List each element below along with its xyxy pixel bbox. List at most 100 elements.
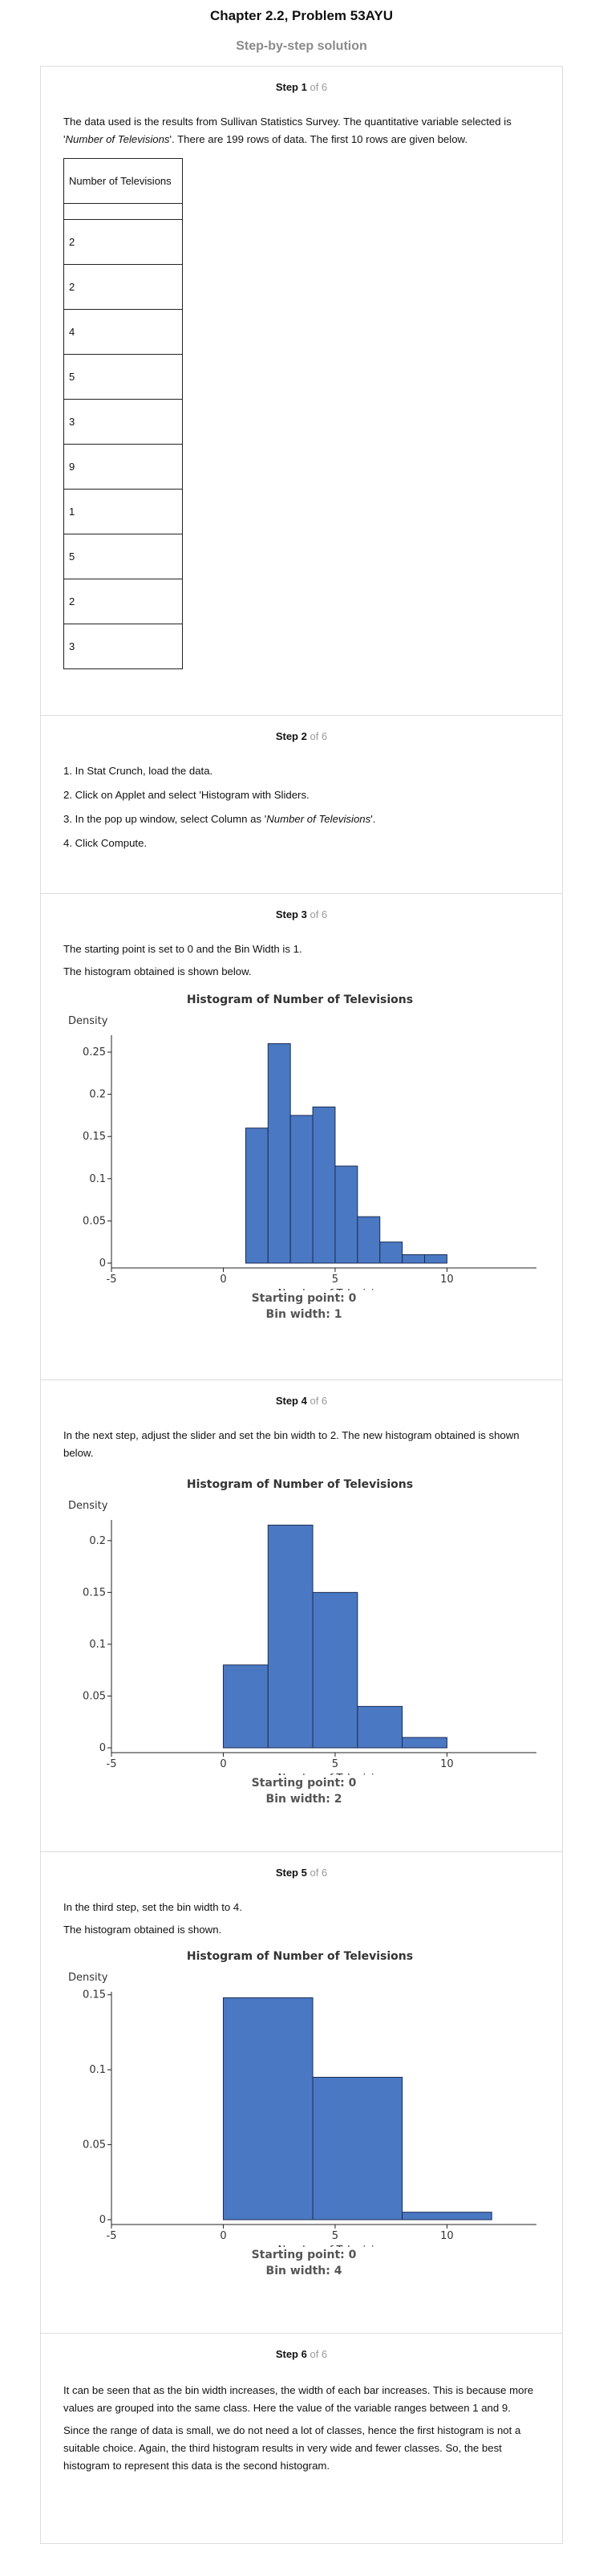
step-count: of 6	[310, 908, 328, 920]
starting-point-label: Starting point: 0	[251, 1777, 357, 1790]
x-tick-label: 5	[332, 1274, 338, 1286]
histogram-bar	[424, 1253, 447, 1264]
y-tick-label: 0.15	[83, 1989, 106, 2001]
histogram-svg: Histogram of Number of Televisions Densit…	[68, 1950, 536, 2247]
step-label: Step 4	[275, 1395, 307, 1407]
histogram-bar	[357, 1216, 381, 1264]
histogram-bar	[379, 1241, 403, 1264]
step-1-intro: The data used is the results from Sulliv…	[63, 113, 540, 148]
x-axis-label: Number of Televisions	[277, 2245, 392, 2247]
step-5-card: Step 5 of 6 In the third step, set the b…	[40, 1852, 563, 2334]
step-label: Step 6	[275, 2348, 307, 2360]
page-subtitle: Step-by-step solution	[236, 39, 367, 53]
step-label: Step 3	[275, 908, 307, 920]
y-tick-label: 0.1	[89, 2064, 106, 2076]
bin-width-label: Bin width: 1	[265, 1308, 342, 1321]
step-count: of 6	[310, 81, 328, 93]
step-text: The histogram obtained is shown below.	[63, 965, 252, 977]
step-label: Step 2	[275, 730, 307, 742]
histogram-bar	[312, 1106, 336, 1264]
table-row: 2	[63, 219, 183, 265]
table-header-row: Number of Televisions	[63, 158, 183, 204]
histogram-bar	[267, 1524, 314, 1749]
y-axis-label: Density	[68, 1972, 108, 1984]
starting-point-label: Starting point: 0	[251, 1292, 357, 1305]
variable-name: Number of Televisions	[266, 813, 371, 825]
x-tick-label: 10	[440, 1758, 454, 1770]
list-item: 1. In Stat Crunch, load the data.	[63, 765, 213, 777]
conclusion-paragraph: It can be seen that as the bin width inc…	[63, 2384, 534, 2414]
step-5-heading: Step 5 of 6	[41, 1852, 562, 1883]
y-tick-label: 0	[99, 1742, 106, 1754]
histogram-bar	[312, 2077, 403, 2220]
step-4-heading: Step 4 of 6	[41, 1380, 562, 1411]
x-tick-label: 5	[332, 1758, 338, 1770]
chart-title: Histogram of Number of Televisions	[187, 1950, 413, 1963]
histogram-chart: Histogram of Number of Televisions Densit…	[63, 985, 562, 1323]
step-3-heading: Step 3 of 6	[41, 894, 562, 924]
table-row: 3	[63, 624, 183, 669]
starting-point-label: Starting point: 0	[251, 2249, 357, 2261]
intro-text: The data used is the results from Sulliv…	[63, 116, 512, 145]
conclusion-paragraph: Since the range of data is small, we do …	[63, 2424, 521, 2472]
table-cell: 4	[63, 309, 183, 355]
table-cell: 2	[63, 264, 183, 310]
histogram-bar	[222, 1664, 269, 1749]
y-axis-label: Density	[68, 1500, 108, 1512]
data-table: Number of Televisions 2 2 4 5 3 9 1 5 2 …	[63, 158, 183, 669]
histogram-bar	[334, 1165, 358, 1264]
histogram-bar	[222, 1997, 314, 2220]
step-6-card: Step 6 of 6 It can be seen that as the b…	[40, 2334, 563, 2544]
table-row: 5	[63, 534, 183, 579]
step-label: Step 5	[275, 1867, 307, 1879]
y-tick-label: 0.05	[83, 1215, 106, 1227]
variable-name: Number of Televisions	[65, 133, 170, 145]
step-2-card: Step 2 of 6 1. In Stat Crunch, load the …	[40, 716, 563, 894]
x-axis-label: Number of Televisions	[277, 1288, 392, 1290]
step-count: of 6	[310, 730, 328, 742]
y-tick-label: 0.15	[83, 1587, 106, 1599]
histogram-bar	[357, 1705, 403, 1749]
table-row: 4	[63, 309, 183, 355]
step-text: The starting point is set to 0 and the B…	[63, 943, 302, 955]
histogram-bar	[289, 1115, 314, 1264]
x-tick-label: 0	[220, 1274, 226, 1286]
table-cell: 2	[63, 579, 183, 624]
table-cell: 2	[63, 219, 183, 265]
histogram-bar	[267, 1043, 291, 1264]
histogram-chart: Histogram of Number of Televisions Densit…	[63, 1470, 562, 1807]
step-2-heading: Step 2 of 6	[41, 716, 562, 746]
step-label: Step 1	[275, 81, 307, 93]
table-row: 3	[63, 399, 183, 445]
y-tick-label: 0.2	[89, 1535, 106, 1547]
step-1-heading: Step 1 of 6	[41, 67, 562, 97]
intro-text: '. There are 199 rows of data. The first…	[169, 133, 467, 145]
bin-width-label: Bin width: 4	[265, 2265, 342, 2277]
step-1-card: Step 1 of 6 The data used is the results…	[40, 66, 563, 716]
table-row: 1	[63, 489, 183, 534]
y-axis-label: Density	[68, 1015, 108, 1027]
step-3-card: Step 3 of 6 The starting point is set to…	[40, 894, 563, 1380]
table-empty-row	[63, 203, 183, 220]
step-count: of 6	[310, 1867, 328, 1879]
y-tick-label: 0	[99, 1258, 106, 1270]
histogram-bar	[312, 1591, 358, 1749]
x-tick-label: -5	[107, 1758, 117, 1770]
step-text: In the next step, adjust the slider and …	[63, 1429, 520, 1459]
step-count: of 6	[310, 2348, 328, 2360]
instruction-list: 1. In Stat Crunch, load the data. 2. Cli…	[63, 762, 540, 852]
histogram-chart: Histogram of Number of Televisions Densit…	[63, 1942, 562, 2279]
histogram-svg: Histogram of Number of Televisions Densit…	[68, 993, 536, 1290]
list-item: 3. In the pop up window, select Column a…	[63, 813, 376, 825]
x-tick-label: 10	[440, 2230, 454, 2242]
y-tick-label: 0.15	[83, 1131, 106, 1143]
y-tick-label: 0.05	[83, 1690, 106, 1702]
y-tick-label: 0.1	[89, 1639, 106, 1651]
x-tick-label: 5	[332, 2230, 338, 2242]
x-tick-label: -5	[107, 2230, 117, 2242]
page-title: Chapter 2.2, Problem 53AYU	[209, 8, 393, 23]
table-row: 2	[63, 579, 183, 624]
list-item: 4. Click Compute.	[63, 837, 148, 849]
bin-width-label: Bin width: 2	[265, 1793, 342, 1806]
x-tick-label: 0	[220, 2230, 226, 2242]
